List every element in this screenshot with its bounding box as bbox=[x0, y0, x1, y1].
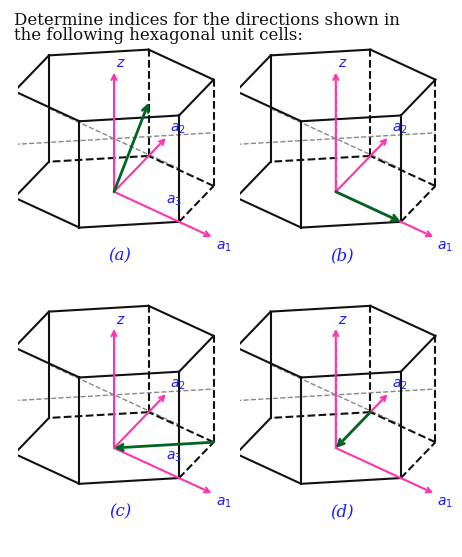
Text: $a_1$: $a_1$ bbox=[216, 239, 231, 253]
Text: $a_2$: $a_2$ bbox=[392, 378, 407, 392]
Text: $a_3$: $a_3$ bbox=[166, 193, 182, 208]
Text: $a_1$: $a_1$ bbox=[438, 239, 453, 253]
Text: $a_1$: $a_1$ bbox=[438, 495, 453, 510]
Text: $a_2$: $a_2$ bbox=[392, 121, 407, 136]
Text: $z$: $z$ bbox=[338, 56, 347, 70]
Text: (b): (b) bbox=[330, 247, 354, 265]
Text: Determine indices for the directions shown in: Determine indices for the directions sho… bbox=[14, 12, 400, 30]
Text: (d): (d) bbox=[330, 504, 354, 521]
Text: the following hexagonal unit cells:: the following hexagonal unit cells: bbox=[14, 27, 303, 44]
Text: (c): (c) bbox=[109, 504, 131, 521]
Text: $a_1$: $a_1$ bbox=[216, 495, 231, 510]
Text: (a): (a) bbox=[109, 247, 132, 265]
Text: $a_3$: $a_3$ bbox=[166, 449, 182, 464]
Text: $z$: $z$ bbox=[338, 312, 347, 326]
Text: $a_2$: $a_2$ bbox=[170, 121, 186, 136]
Text: $z$: $z$ bbox=[116, 56, 126, 70]
Text: $a_2$: $a_2$ bbox=[170, 378, 186, 392]
Text: $z$: $z$ bbox=[116, 312, 126, 326]
